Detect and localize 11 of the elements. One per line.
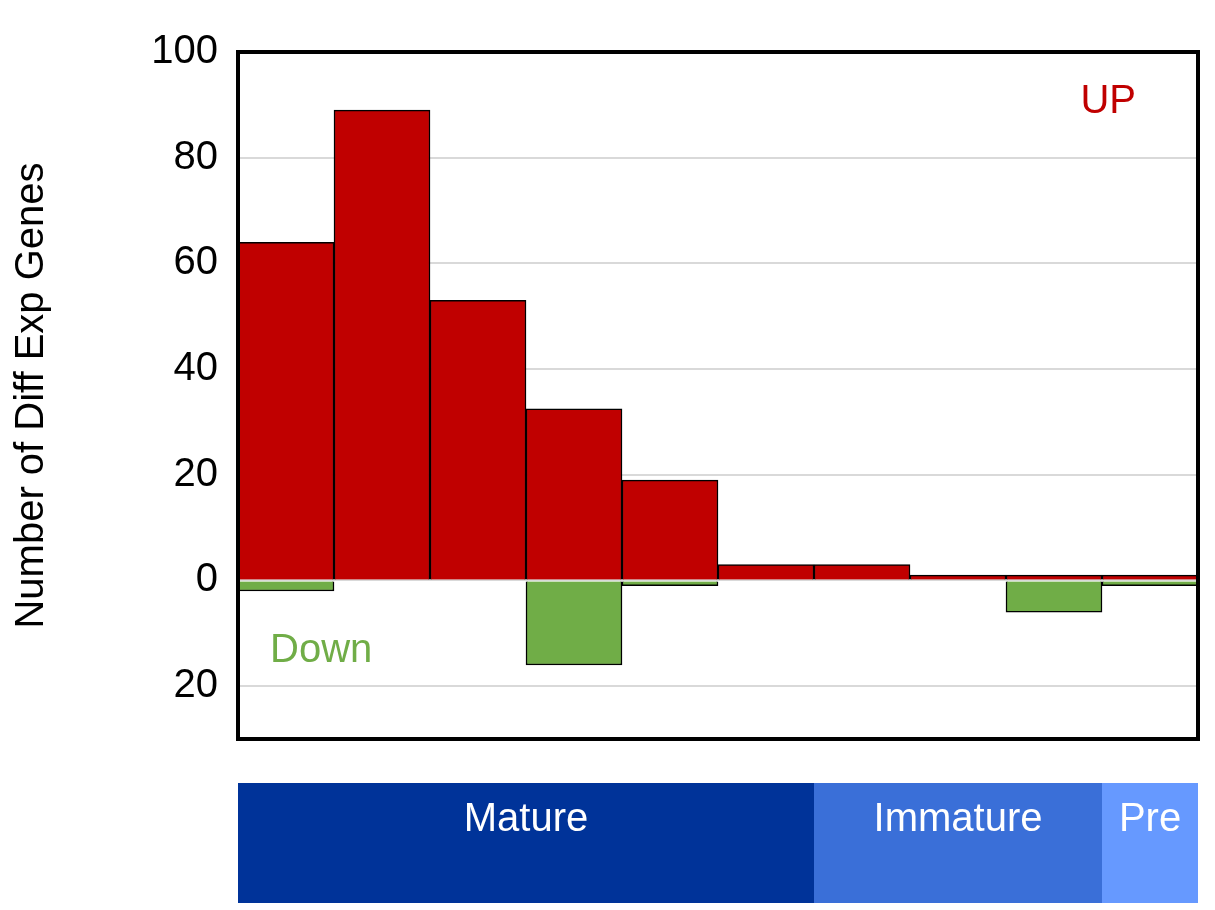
y-tick-label: 80 (173, 132, 218, 177)
y-tick-label: 100 (151, 27, 218, 72)
annotation: UP (1080, 77, 1136, 122)
y-tick-label: 20 (173, 449, 218, 494)
y-tick-label: 60 (173, 238, 218, 283)
y-tick-label: 40 (173, 344, 218, 389)
y-tick-label: 20 (173, 661, 218, 706)
y-tick-label: 0 (195, 555, 218, 600)
group-strip: Mature Immature Pre (238, 783, 1198, 903)
annotation: Down (270, 626, 373, 671)
y-axis-title: Number of Diff Exp Genes (7, 162, 52, 629)
